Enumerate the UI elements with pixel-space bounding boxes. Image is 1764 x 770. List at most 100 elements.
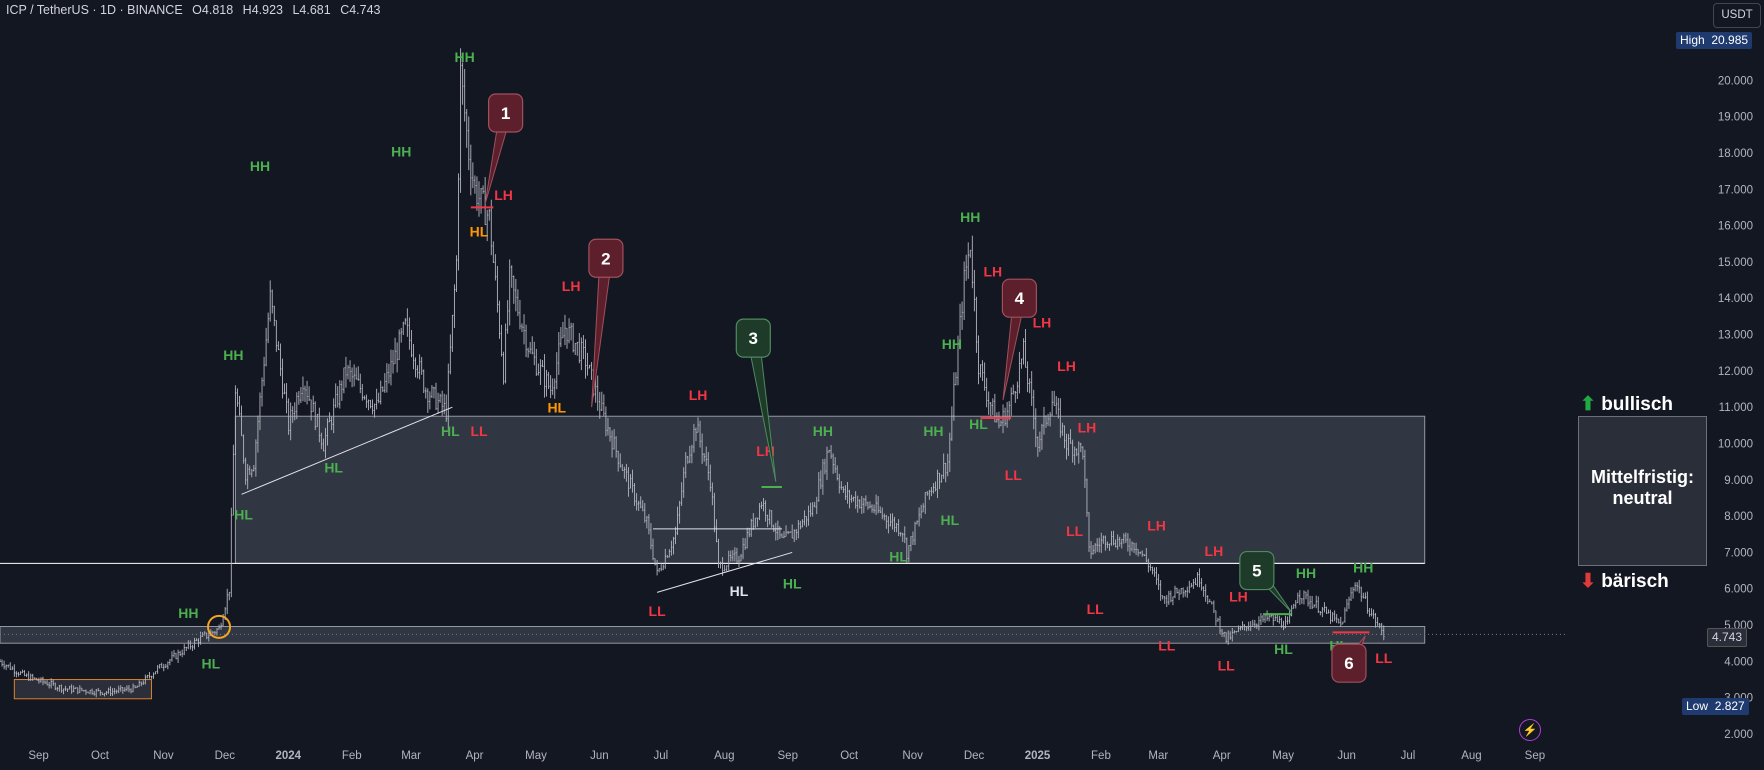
- y-tick-label: 19.000: [1718, 112, 1753, 124]
- swing-label-hl: HL: [730, 583, 749, 599]
- bullish-label: ⬆ bullisch: [1580, 393, 1673, 416]
- swing-label-hl: HL: [783, 576, 802, 592]
- x-tick-label: Sep: [1525, 750, 1545, 762]
- y-tick-label: 17.000: [1718, 184, 1753, 196]
- x-tick-label: Apr: [466, 750, 484, 762]
- swing-label-lh: LH: [1057, 358, 1076, 374]
- x-tick-label: Oct: [91, 750, 110, 762]
- outlook-line-1: Mittelfristig:: [1591, 467, 1694, 487]
- x-tick-label: May: [525, 750, 547, 762]
- y-tick-label: 16.000: [1718, 221, 1753, 233]
- x-tick-label: Mar: [1148, 750, 1168, 762]
- x-tick-label: Nov: [902, 750, 923, 762]
- high-badge: High 20.985: [1676, 32, 1753, 49]
- swing-label-ll: LL: [1087, 601, 1105, 617]
- x-tick-label: Feb: [342, 750, 362, 762]
- x-tick-label: Feb: [1091, 750, 1111, 762]
- y-tick-label: 2.000: [1724, 729, 1753, 741]
- callout-1-box: [488, 93, 524, 133]
- y-tick-label: 14.000: [1718, 293, 1753, 305]
- swing-label-hl: HL: [441, 423, 460, 439]
- high-badge-value: 20.985: [1711, 33, 1749, 47]
- swing-label-hl: HL: [324, 460, 343, 476]
- swing-label-ll: LL: [1066, 523, 1084, 539]
- low-badge-value: 2.827: [1714, 699, 1745, 713]
- swing-label-lh: LH: [1033, 314, 1052, 330]
- swing-label-ll: LL: [1158, 637, 1176, 653]
- currency-button[interactable]: USDT: [1713, 3, 1761, 28]
- swing-label-lh: LH: [1229, 588, 1248, 604]
- callout-3-number: 3: [749, 329, 758, 348]
- outlook-line-2: neutral: [1612, 488, 1673, 508]
- callout-4-number: 4: [1015, 289, 1025, 308]
- swing-label-hh: HH: [960, 209, 980, 225]
- swing-label-hh: HH: [1353, 559, 1373, 575]
- swing-label-hl: HL: [470, 223, 489, 239]
- swing-label-lh: LH: [983, 263, 1002, 279]
- low-badge-label: Low: [1686, 699, 1709, 713]
- ohlc-high: H4.923: [242, 3, 283, 17]
- swing-label-hh: HH: [223, 347, 243, 363]
- swing-label-hh: HH: [1296, 565, 1316, 581]
- high-badge-label: High: [1680, 33, 1705, 47]
- bullish-text: bullisch: [1601, 394, 1673, 415]
- x-tick-label: 2024: [276, 750, 302, 762]
- outlook-text: Mittelfristig: neutral: [1579, 467, 1706, 509]
- y-tick-label: 4.000: [1724, 656, 1753, 668]
- swing-label-hh: HH: [813, 423, 833, 439]
- lightning-icon[interactable]: ⚡: [1519, 719, 1541, 741]
- swing-label-hl: HL: [889, 549, 908, 565]
- x-tick-label: Jul: [1401, 750, 1416, 762]
- swing-label-hh: HH: [391, 144, 411, 160]
- x-tick-label: Jul: [653, 750, 668, 762]
- y-tick-label: 12.000: [1718, 366, 1753, 378]
- ohlc-close: C4.743: [340, 3, 381, 17]
- swing-label-hl: HL: [1274, 641, 1293, 657]
- swing-label-hh: HH: [178, 605, 198, 621]
- bearish-text: bärisch: [1601, 571, 1669, 592]
- y-axis: 20.00019.00018.00017.00016.00015.00014.0…: [0, 75, 1753, 741]
- swing-label-hh: HH: [250, 158, 270, 174]
- x-tick-label: Apr: [1213, 750, 1231, 762]
- chart-header: ICP / TetherUS · 1D · BINANCE O4.818 H4.…: [6, 3, 387, 17]
- x-tick-label: Oct: [840, 750, 859, 762]
- y-tick-label: 9.000: [1724, 475, 1753, 487]
- swing-label-hh: HH: [923, 423, 943, 439]
- x-axis: Sep Oct Nov Dec 2024 Feb Mar Apr May Jun Jul Aug Sep…: [28, 750, 1545, 762]
- swing-label-hl: HL: [202, 656, 221, 672]
- x-tick-label: Jun: [590, 750, 609, 762]
- bearish-label: ⬇ bärisch: [1580, 570, 1669, 593]
- swing-label-hh: HH: [455, 49, 475, 65]
- callout-6-box: [1331, 643, 1367, 683]
- swing-label-hh: HH: [942, 336, 962, 352]
- swing-label-hl: HL: [940, 512, 959, 528]
- consolidation-zone: [234, 415, 1426, 564]
- callout-3-box: [735, 318, 771, 358]
- ohlc-open: O4.818: [192, 3, 234, 17]
- arrow-up-icon: ⬆: [1580, 394, 1596, 415]
- callout-5-number: 5: [1252, 562, 1261, 581]
- x-tick-label: Sep: [778, 750, 798, 762]
- swing-label-ll: LL: [1375, 650, 1393, 666]
- y-tick-label: 10.000: [1718, 438, 1753, 450]
- callout-2-number: 2: [601, 249, 610, 268]
- x-tick-label: Dec: [215, 750, 236, 762]
- x-tick-label: Nov: [153, 750, 174, 762]
- arrow-down-icon: ⬇: [1580, 571, 1596, 592]
- swing-label-hl: HL: [969, 416, 988, 432]
- swing-label-ll: LL: [1218, 657, 1236, 673]
- y-tick-label: 8.000: [1724, 511, 1753, 523]
- swing-label-lh: LH: [1078, 420, 1097, 436]
- ohlc-low: L4.681: [292, 3, 331, 17]
- y-tick-label: 7.000: [1724, 547, 1753, 559]
- y-tick-label: 11.000: [1719, 402, 1753, 414]
- last-price-badge: 4.743: [1707, 628, 1748, 647]
- symbol-label[interactable]: ICP / TetherUS · 1D · BINANCE: [6, 3, 183, 17]
- callout-2-pointer: [591, 257, 613, 408]
- callout-5-box: [1239, 550, 1275, 591]
- x-tick-label: May: [1272, 750, 1294, 762]
- callout-4-box: [1001, 278, 1038, 318]
- x-tick-label: Sep: [28, 750, 48, 762]
- swing-label-lh: LH: [1205, 543, 1224, 559]
